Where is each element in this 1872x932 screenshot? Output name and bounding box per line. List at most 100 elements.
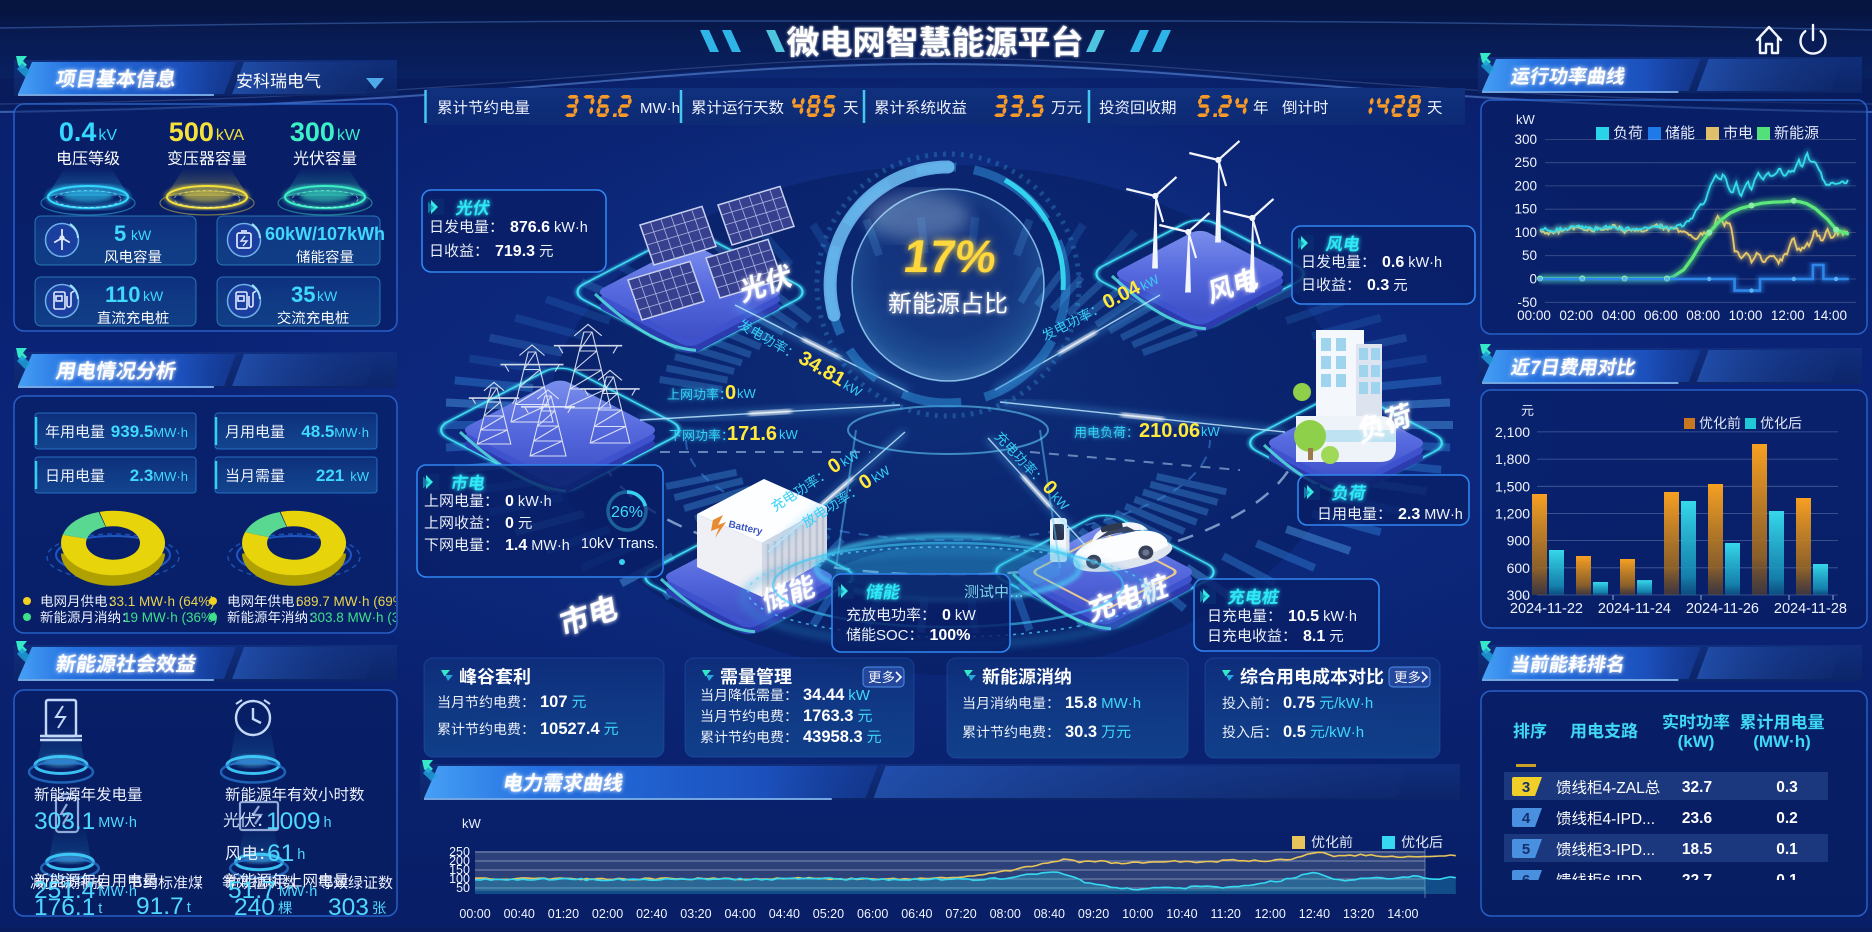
svg-text:(kW): (kW) <box>1678 732 1715 751</box>
svg-text:01:20: 01:20 <box>548 907 579 921</box>
svg-text:kW: kW <box>779 427 799 442</box>
svg-text:0.3: 0.3 <box>1776 779 1798 796</box>
svg-text:11:20: 11:20 <box>1211 907 1241 921</box>
svg-text:0.4: 0.4 <box>59 117 97 147</box>
svg-text:kW: kW <box>317 288 338 304</box>
svg-text:12:00: 12:00 <box>1255 907 1286 921</box>
svg-text:2.3: 2.3 <box>130 466 154 485</box>
svg-text:48.5: 48.5 <box>301 422 334 441</box>
svg-text:939.5: 939.5 <box>111 422 154 441</box>
svg-text:0.1: 0.1 <box>1776 872 1798 889</box>
svg-text:10.5: 10.5 <box>1288 608 1319 625</box>
svg-text:33.1 MW·h (64%): 33.1 MW·h (64%) <box>109 594 215 609</box>
svg-text:5: 5 <box>1522 841 1530 858</box>
svg-text:210.06: 210.06 <box>1139 420 1200 442</box>
svg-text:kW: kW <box>131 227 152 243</box>
svg-text:MW·h: MW·h <box>279 884 318 900</box>
svg-text:MW·h: MW·h <box>1424 507 1463 523</box>
svg-text:100: 100 <box>1515 225 1538 240</box>
svg-text:60kW/107kWh: 60kW/107kWh <box>265 224 385 244</box>
svg-text:…: … <box>1009 584 1024 601</box>
svg-text:50: 50 <box>1522 248 1537 263</box>
svg-text:35: 35 <box>291 282 315 307</box>
svg-text:10kV Trans.: 10kV Trans. <box>581 536 658 552</box>
svg-text:51.7: 51.7 <box>228 877 276 904</box>
svg-text:MW·h: MW·h <box>153 425 188 440</box>
svg-text:1.4: 1.4 <box>505 537 527 554</box>
svg-text:18.5: 18.5 <box>1682 841 1713 858</box>
svg-text:MW·h: MW·h <box>1101 695 1141 712</box>
svg-text:900: 900 <box>1507 533 1531 549</box>
svg-text:1,800: 1,800 <box>1495 451 1530 467</box>
svg-text:12:00: 12:00 <box>1771 308 1805 323</box>
svg-text:19 MW·h (36%): 19 MW·h (36%) <box>123 610 218 625</box>
svg-text:kW·h: kW·h <box>518 494 552 510</box>
svg-text:26%: 26% <box>611 504 643 521</box>
svg-text:04:40: 04:40 <box>769 907 800 921</box>
svg-text:100: 100 <box>449 872 470 886</box>
svg-text:kW: kW <box>1201 424 1221 439</box>
svg-text:200: 200 <box>449 854 470 868</box>
svg-text:h: h <box>297 847 305 863</box>
svg-text:kV: kV <box>98 127 117 144</box>
svg-text:0: 0 <box>725 382 736 404</box>
svg-text:2.3: 2.3 <box>1398 506 1420 523</box>
svg-text:/kW·h: /kW·h <box>1334 695 1373 712</box>
svg-text:1009: 1009 <box>266 808 321 835</box>
svg-text:150: 150 <box>449 863 470 877</box>
svg-text:0.3: 0.3 <box>1367 277 1389 294</box>
svg-text:719.3: 719.3 <box>495 243 535 260</box>
svg-text:03:20: 03:20 <box>680 907 711 921</box>
svg-text:689.7 MW·h (69%): 689.7 MW·h (69%) <box>296 594 409 609</box>
svg-text:MW·h: MW·h <box>531 538 570 554</box>
svg-text:kW: kW <box>350 469 370 484</box>
svg-text:kW: kW <box>462 816 482 831</box>
svg-text:00:00: 00:00 <box>1517 308 1551 323</box>
svg-text:500: 500 <box>169 117 214 147</box>
svg-text:150: 150 <box>1515 202 1538 217</box>
svg-text:303.8 MW·h (31%): 303.8 MW·h (31%) <box>310 610 423 625</box>
svg-text:kW: kW <box>337 127 361 144</box>
svg-text:0.75: 0.75 <box>1283 694 1315 712</box>
svg-text:h: h <box>324 815 332 831</box>
svg-text:MW·h: MW·h <box>98 815 137 831</box>
svg-text:0.2: 0.2 <box>1776 810 1798 827</box>
svg-text:23.6: 23.6 <box>1682 810 1713 827</box>
svg-text:08:00: 08:00 <box>990 907 1021 921</box>
svg-text:32.7: 32.7 <box>1682 779 1712 796</box>
svg-text:06:40: 06:40 <box>901 907 932 921</box>
svg-text:07:20: 07:20 <box>945 907 976 921</box>
svg-text:61: 61 <box>267 840 294 867</box>
svg-text:300: 300 <box>1507 587 1531 603</box>
svg-text:04:00: 04:00 <box>1602 308 1636 323</box>
svg-text:176.1: 176.1 <box>34 894 95 921</box>
svg-text:10:40: 10:40 <box>1166 907 1197 921</box>
svg-text:4-IPD...: 4-IPD... <box>1603 811 1656 828</box>
svg-text:3-IPD...: 3-IPD... <box>1603 842 1656 859</box>
svg-text:t: t <box>187 900 191 916</box>
svg-text:MW·h: MW·h <box>153 469 188 484</box>
svg-text:250: 250 <box>1515 155 1538 170</box>
svg-text:200: 200 <box>1515 178 1538 193</box>
svg-text:14:00: 14:00 <box>1813 308 1847 323</box>
svg-text:1,200: 1,200 <box>1495 506 1530 522</box>
svg-text:14:00: 14:00 <box>1387 907 1418 921</box>
svg-text:240: 240 <box>234 894 275 921</box>
svg-text:05:20: 05:20 <box>813 907 844 921</box>
svg-text:02:00: 02:00 <box>592 907 623 921</box>
svg-text:250: 250 <box>449 845 470 859</box>
svg-text:kW·h: kW·h <box>1323 609 1357 625</box>
svg-text:12:40: 12:40 <box>1299 907 1330 921</box>
svg-text:13:20: 13:20 <box>1343 907 1374 921</box>
svg-text:876.6: 876.6 <box>510 219 550 236</box>
svg-text:10:00: 10:00 <box>1729 308 1763 323</box>
svg-text:0.6: 0.6 <box>1382 254 1404 271</box>
svg-text:600: 600 <box>1507 560 1531 576</box>
svg-text:0: 0 <box>1530 272 1538 287</box>
svg-text:MW·h: MW·h <box>334 425 369 440</box>
svg-text:6-IPD: 6-IPD <box>1603 873 1643 890</box>
svg-text:50: 50 <box>456 881 470 895</box>
svg-text:300: 300 <box>290 117 335 147</box>
svg-text:3: 3 <box>1522 779 1530 796</box>
svg-text:30.3: 30.3 <box>1065 723 1097 741</box>
